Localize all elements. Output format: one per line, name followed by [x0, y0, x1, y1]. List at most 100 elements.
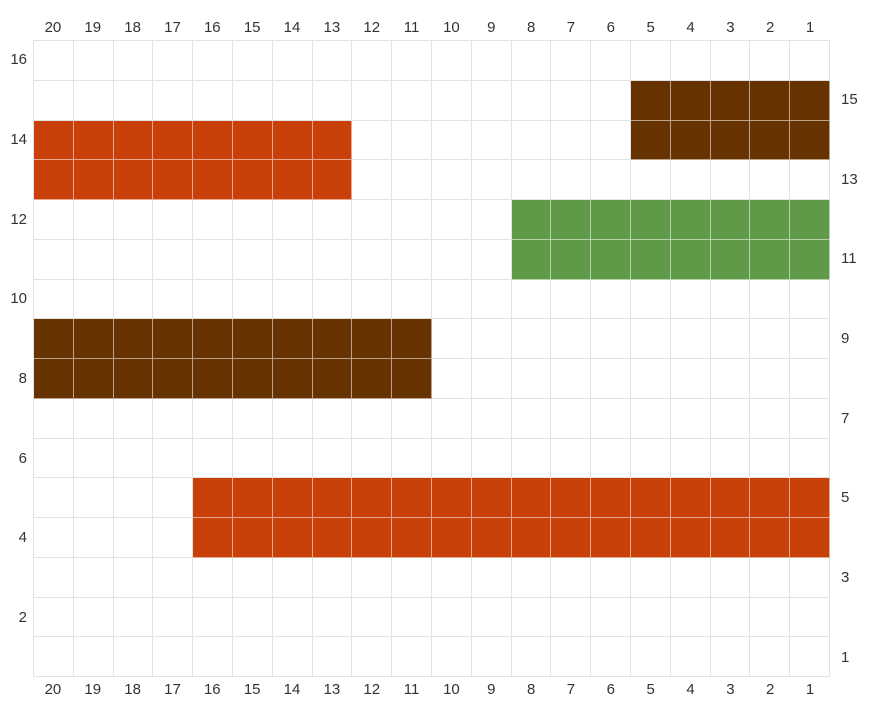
grid-cell-c18-r16[interactable] — [113, 41, 154, 81]
grid-cell-c13-r2[interactable] — [312, 597, 353, 638]
grid-cell-c2-r2[interactable] — [750, 597, 791, 638]
grid-cell-c3-r15[interactable] — [710, 80, 751, 121]
grid-cell-c9-r5[interactable] — [471, 478, 512, 518]
grid-cell-c11-r13[interactable] — [392, 160, 432, 200]
grid-cell-c17-r7[interactable] — [153, 398, 194, 439]
grid-cell-c1-r13[interactable] — [790, 160, 830, 200]
grid-cell-c14-r5[interactable] — [272, 478, 313, 518]
grid-cell-c13-r3[interactable] — [312, 557, 353, 598]
grid-cell-c9-r10[interactable] — [471, 279, 512, 320]
grid-cell-c6-r8[interactable] — [591, 359, 631, 399]
grid-cell-c13-r10[interactable] — [312, 279, 353, 320]
grid-cell-c16-r9[interactable] — [193, 319, 233, 359]
grid-cell-c1-r7[interactable] — [790, 398, 830, 439]
grid-cell-c14-r15[interactable] — [272, 80, 313, 121]
grid-cell-c16-r6[interactable] — [193, 438, 233, 479]
grid-cell-c3-r4[interactable] — [710, 518, 751, 558]
grid-cell-c17-r1[interactable] — [153, 637, 194, 677]
grid-cell-c5-r12[interactable] — [630, 200, 671, 240]
grid-cell-c10-r9[interactable] — [431, 319, 472, 359]
grid-cell-c3-r13[interactable] — [710, 160, 751, 200]
grid-cell-c19-r2[interactable] — [73, 597, 114, 638]
grid-cell-c5-r10[interactable] — [630, 279, 671, 320]
grid-cell-c10-r2[interactable] — [431, 597, 472, 638]
grid-cell-c15-r5[interactable] — [232, 478, 273, 518]
grid-cell-c5-r6[interactable] — [630, 438, 671, 479]
grid-cell-c14-r7[interactable] — [272, 398, 313, 439]
grid-cell-c3-r14[interactable] — [710, 120, 751, 161]
grid-cell-c19-r5[interactable] — [73, 478, 114, 518]
grid-cell-c6-r11[interactable] — [591, 239, 631, 280]
grid-cell-c18-r15[interactable] — [113, 80, 154, 121]
grid-cell-c18-r7[interactable] — [113, 398, 154, 439]
grid-cell-c1-r4[interactable] — [790, 518, 830, 558]
grid-cell-c7-r10[interactable] — [551, 279, 592, 320]
grid-cell-c4-r10[interactable] — [670, 279, 711, 320]
grid-cell-c10-r4[interactable] — [431, 518, 472, 558]
grid-cell-c19-r3[interactable] — [73, 557, 114, 598]
grid-cell-c12-r3[interactable] — [352, 557, 393, 598]
grid-cell-c13-r16[interactable] — [312, 41, 353, 81]
grid-cell-c20-r8[interactable] — [34, 359, 74, 399]
grid-cell-c16-r15[interactable] — [193, 80, 233, 121]
grid-cell-c14-r9[interactable] — [272, 319, 313, 359]
grid-cell-c4-r5[interactable] — [670, 478, 711, 518]
grid-cell-c18-r11[interactable] — [113, 239, 154, 280]
grid-cell-c12-r1[interactable] — [352, 637, 393, 677]
grid-cell-c17-r6[interactable] — [153, 438, 194, 479]
grid-cell-c10-r1[interactable] — [431, 637, 472, 677]
grid-cell-c2-r14[interactable] — [750, 120, 791, 161]
grid-cell-c18-r13[interactable] — [113, 160, 154, 200]
grid-cell-c8-r14[interactable] — [511, 120, 552, 161]
grid-cell-c7-r14[interactable] — [551, 120, 592, 161]
grid-cell-c6-r3[interactable] — [591, 557, 631, 598]
grid-cell-c15-r4[interactable] — [232, 518, 273, 558]
grid-cell-c9-r1[interactable] — [471, 637, 512, 677]
grid-cell-c13-r6[interactable] — [312, 438, 353, 479]
grid-cell-c10-r15[interactable] — [431, 80, 472, 121]
grid-cell-c6-r1[interactable] — [591, 637, 631, 677]
grid-cell-c13-r13[interactable] — [312, 160, 353, 200]
grid-cell-c16-r16[interactable] — [193, 41, 233, 81]
grid-cell-c19-r11[interactable] — [73, 239, 114, 280]
grid-cell-c16-r10[interactable] — [193, 279, 233, 320]
grid-cell-c19-r14[interactable] — [73, 120, 114, 161]
grid-cell-c9-r14[interactable] — [471, 120, 512, 161]
grid-cell-c17-r12[interactable] — [153, 200, 194, 240]
grid-cell-c8-r9[interactable] — [511, 319, 552, 359]
grid-cell-c13-r11[interactable] — [312, 239, 353, 280]
grid-cell-c7-r7[interactable] — [551, 398, 592, 439]
grid-cell-c2-r10[interactable] — [750, 279, 791, 320]
grid-cell-c20-r11[interactable] — [34, 239, 74, 280]
grid-cell-c19-r1[interactable] — [73, 637, 114, 677]
grid-cell-c11-r7[interactable] — [392, 398, 432, 439]
grid-cell-c14-r10[interactable] — [272, 279, 313, 320]
grid-cell-c14-r16[interactable] — [272, 41, 313, 81]
grid-cell-c6-r16[interactable] — [591, 41, 631, 81]
grid-cell-c2-r15[interactable] — [750, 80, 791, 121]
grid-cell-c17-r15[interactable] — [153, 80, 194, 121]
grid-cell-c19-r15[interactable] — [73, 80, 114, 121]
grid-cell-c9-r4[interactable] — [471, 518, 512, 558]
grid-cell-c1-r1[interactable] — [790, 637, 830, 677]
grid-cell-c20-r2[interactable] — [34, 597, 74, 638]
grid-cell-c15-r16[interactable] — [232, 41, 273, 81]
grid-cell-c4-r9[interactable] — [670, 319, 711, 359]
grid-cell-c16-r4[interactable] — [193, 518, 233, 558]
grid-cell-c4-r6[interactable] — [670, 438, 711, 479]
grid-cell-c20-r5[interactable] — [34, 478, 74, 518]
grid-cell-c4-r4[interactable] — [670, 518, 711, 558]
grid-cell-c7-r2[interactable] — [551, 597, 592, 638]
grid-cell-c20-r10[interactable] — [34, 279, 74, 320]
grid-cell-c3-r2[interactable] — [710, 597, 751, 638]
grid-cell-c3-r1[interactable] — [710, 637, 751, 677]
grid-cell-c8-r12[interactable] — [511, 200, 552, 240]
grid-cell-c3-r12[interactable] — [710, 200, 751, 240]
grid-cell-c12-r7[interactable] — [352, 398, 393, 439]
grid-cell-c6-r7[interactable] — [591, 398, 631, 439]
grid-cell-c1-r16[interactable] — [790, 41, 830, 81]
grid-cell-c19-r16[interactable] — [73, 41, 114, 81]
grid-cell-c10-r11[interactable] — [431, 239, 472, 280]
grid-cell-c1-r2[interactable] — [790, 597, 830, 638]
grid-cell-c6-r6[interactable] — [591, 438, 631, 479]
